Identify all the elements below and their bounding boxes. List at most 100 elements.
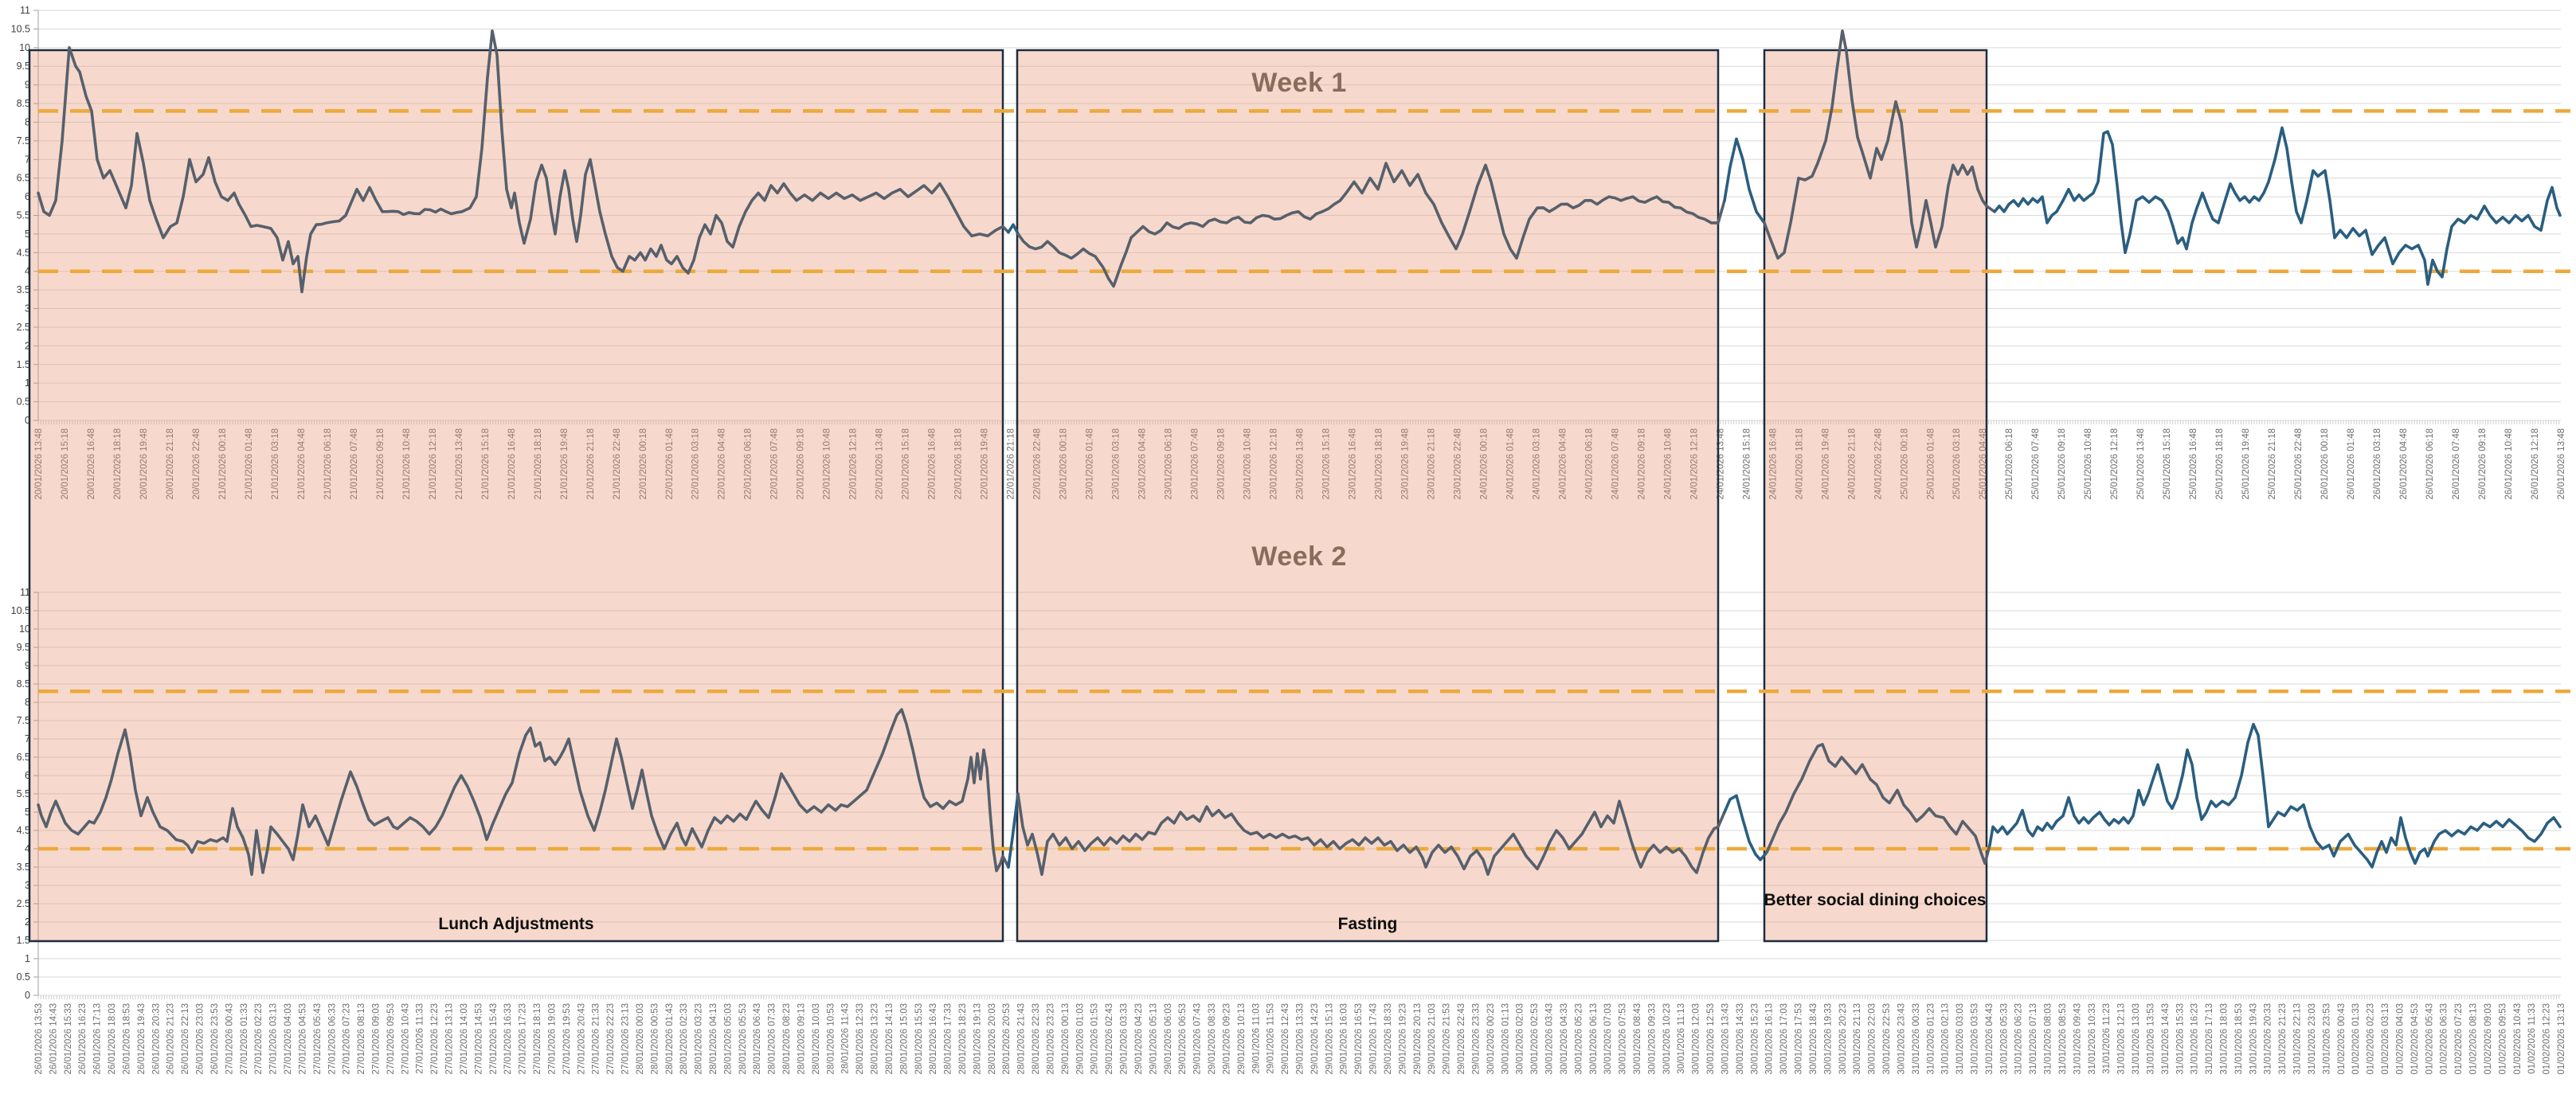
x-axis-tick-label: 31/01/2026 01:23: [1926, 1003, 1936, 1075]
x-axis-tick-label: 29/01/2026 05:13: [1149, 1003, 1158, 1075]
x-axis-tick-label: 27/01/2026 07:23: [343, 1003, 352, 1075]
x-axis-tick-label: 22/01/2026 10:48: [823, 428, 832, 500]
x-axis-tick-label: 30/01/2026 02:03: [1516, 1003, 1525, 1075]
x-axis-tick-label: 28/01/2026 15:53: [914, 1003, 924, 1075]
x-axis-tick-label: 28/01/2026 10:53: [826, 1003, 836, 1075]
x-axis-tick-label: 26/01/2026 09:18: [2478, 428, 2488, 500]
y-axis-tick-label: 9.5: [17, 642, 30, 653]
y-axis-tick-label: 11: [20, 587, 30, 598]
y-axis-tick-label: 7: [25, 733, 30, 744]
x-axis-tick-label: 28/01/2026 09:13: [797, 1003, 806, 1075]
axes-and-gridlines: 0 0.5 1 1.5 2 2.5 3 3.5 4 4.5 5 5.5 6 6.5 7 7.5 8 8.5 9 9.5…: [11, 5, 2566, 1075]
y-axis-tick-label: 0: [25, 415, 30, 426]
x-axis-tick-label: 29/01/2026 01:03: [1075, 1003, 1085, 1075]
x-axis-tick-label: 23/01/2026 21:18: [1427, 428, 1436, 500]
y-axis-tick-label: 3: [25, 880, 30, 891]
x-axis-tick-label: 27/01/2026 14:53: [474, 1003, 483, 1075]
x-axis-tick-label: 31/01/2026 02:13: [1941, 1003, 1951, 1075]
x-axis-tick-label: 30/01/2026 18:43: [1809, 1003, 1818, 1075]
x-axis-tick-label: 21/01/2026 22:48: [613, 428, 622, 500]
x-axis-tick-label: 28/01/2026 12:33: [855, 1003, 865, 1075]
x-axis-tick-label: 27/01/2026 00:43: [225, 1003, 234, 1075]
x-axis-tick-label: 28/01/2026 03:23: [695, 1003, 704, 1075]
x-axis-tick-label: 30/01/2026 16:13: [1765, 1003, 1775, 1075]
y-axis-tick-label: 10.5: [11, 23, 30, 34]
x-axis-tick-label: 21/01/2026 13:48: [455, 428, 464, 500]
x-axis-tick-label: 24/01/2026 04:48: [1558, 428, 1568, 500]
x-axis-tick-label: 27/01/2026 19:53: [562, 1003, 572, 1075]
x-axis-tick-label: 21/01/2026 15:18: [481, 428, 491, 500]
x-axis-tick-label: 22/01/2026 22:48: [1033, 428, 1043, 500]
x-axis-tick-label: 26/01/2026 10:48: [2504, 428, 2514, 500]
y-axis-tick-label: 10: [19, 623, 30, 635]
x-axis-tick-label: 26/01/2026 13:53: [34, 1003, 44, 1075]
x-axis-tick-label: 20/01/2026 18:18: [113, 428, 123, 500]
target-range-lines: [38, 109, 2570, 851]
x-axis-tick-label: 29/01/2026 21:03: [1427, 1003, 1437, 1075]
x-axis-tick-label: 01/02/2026 04:03: [2395, 1003, 2405, 1075]
x-axis-tick-label: 21/01/2026 10:48: [402, 428, 412, 500]
y-axis-tick-label: 5: [25, 229, 30, 240]
x-axis-tick-label: 24/01/2026 22:48: [1873, 428, 1883, 500]
x-axis-tick-label: 28/01/2026 23:23: [1046, 1003, 1055, 1075]
x-axis-tick-label: 27/01/2026 11:33: [416, 1003, 425, 1074]
x-axis-tick-label: 27/01/2026 23:13: [621, 1003, 631, 1075]
x-axis-tick-label: 31/01/2026 23:03: [2308, 1003, 2317, 1075]
x-axis-tick-label: 24/01/2026 18:18: [1795, 428, 1804, 500]
x-axis-tick-label: 29/01/2026 11:53: [1266, 1003, 1276, 1074]
y-axis-tick-label: 7.5: [17, 715, 30, 726]
region-label-lunch-adjustments: Lunch Adjustments: [438, 915, 594, 933]
x-axis-tick-label: 30/01/2026 05:23: [1574, 1003, 1584, 1075]
x-axis-tick-label: 27/01/2026 06:33: [327, 1003, 337, 1075]
y-axis-tick-label: 8: [25, 116, 30, 127]
x-axis-tick-label: 27/01/2026 21:33: [592, 1003, 601, 1075]
x-axis-tick-label: 30/01/2026 17:53: [1795, 1003, 1804, 1075]
x-axis-tick-label: 23/01/2026 07:48: [1191, 428, 1200, 500]
y-axis-tick-label: 6: [25, 191, 30, 202]
y-axis-tick-label: 4: [25, 266, 30, 277]
y-axis-tick-label: 2: [25, 916, 30, 928]
x-axis-tick-label: 27/01/2026 04:53: [298, 1003, 307, 1075]
x-axis-tick-label: 30/01/2026 15:23: [1750, 1003, 1760, 1075]
x-axis-tick-label: 22/01/2026 09:18: [797, 428, 806, 500]
x-axis-tick-label: 31/01/2026 14:43: [2161, 1003, 2171, 1075]
y-axis-tick-label: 6.5: [17, 173, 30, 184]
x-axis-tick-label: 22/01/2026 19:48: [981, 428, 990, 500]
x-axis-tick-label: 27/01/2026 09:53: [386, 1003, 396, 1075]
x-axis-tick-label: 22/01/2026 13:48: [875, 428, 885, 500]
x-axis-tick-label: 28/01/2026 02:33: [679, 1003, 689, 1075]
x-axis-tick-label: 30/01/2026 07:03: [1603, 1003, 1613, 1075]
y-axis-tick-label: 3: [25, 303, 30, 315]
x-axis-tick-label: 26/01/2026 13:48: [2557, 428, 2566, 500]
x-axis-tick-label: 25/01/2026 16:48: [2189, 428, 2198, 500]
x-axis-tick-label: 23/01/2026 00:18: [1059, 428, 1069, 500]
glucose-line-week2-highlighted: [37, 708, 1010, 876]
x-axis-tick-label: 30/01/2026 03:43: [1545, 1003, 1555, 1075]
x-axis-tick-label: 21/01/2026 09:18: [376, 428, 386, 500]
x-axis-tick-label: 25/01/2026 12:18: [2110, 428, 2120, 500]
x-axis-tick-label: 28/01/2026 14:13: [885, 1003, 895, 1075]
y-axis-tick-label: 4: [25, 843, 30, 854]
x-axis-tick-label: 20/01/2026 15:18: [61, 428, 70, 500]
x-axis-tick-label: 31/01/2026 11:23: [2102, 1003, 2112, 1074]
y-axis-tick-label: 11: [20, 5, 30, 16]
x-axis-tick-label: 28/01/2026 20:53: [1002, 1003, 1012, 1075]
x-axis-tick-label: 30/01/2026 08:43: [1633, 1003, 1642, 1075]
x-axis-tick-label: 27/01/2026 19:03: [547, 1003, 557, 1075]
x-axis-tick-label: 31/01/2026 19:43: [2249, 1003, 2258, 1075]
x-axis-tick-label: 24/01/2026 07:48: [1611, 428, 1620, 500]
x-axis-tick-label: 31/01/2026 09:43: [2073, 1003, 2082, 1075]
x-axis-tick-label: 01/02/2026 03:13: [2381, 1003, 2390, 1075]
highlight-region-1: [1016, 49, 1720, 943]
y-axis-tick-label: 2: [25, 340, 30, 351]
x-axis-tick-label: 01/02/2026 13:13: [2557, 1003, 2566, 1075]
week2-chart-title: Week 2: [1251, 541, 1347, 572]
x-axis-tick-label: 27/01/2026 02:23: [254, 1003, 264, 1075]
x-axis-tick-label: 31/01/2026 21:23: [2278, 1003, 2288, 1075]
x-axis-tick-label: 28/01/2026 15:03: [899, 1003, 909, 1075]
x-axis-tick-label: 28/01/2026 20:03: [988, 1003, 997, 1075]
x-axis-tick-label: 28/01/2026 10:03: [812, 1003, 821, 1075]
x-axis-tick-label: 29/01/2026 01:53: [1090, 1003, 1100, 1075]
x-axis-tick-label: 26/01/2026 19:43: [137, 1003, 147, 1075]
